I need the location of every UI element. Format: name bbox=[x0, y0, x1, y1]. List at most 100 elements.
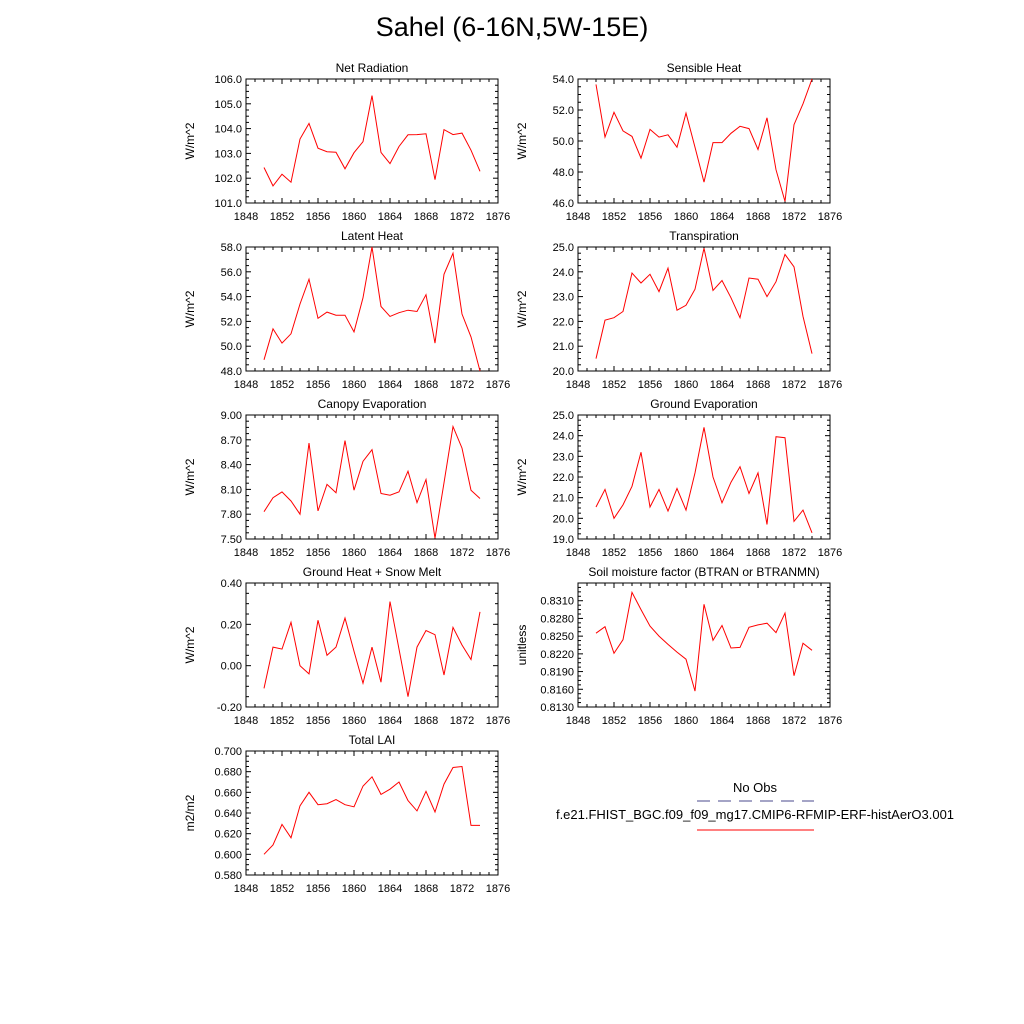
x-tick-label: 1856 bbox=[306, 211, 330, 223]
y-tick-label: 0.8160 bbox=[540, 684, 574, 696]
panel-net-radiation: 1848 1852 1856 1860 1864 1868 1872 1876 101.0 102… bbox=[183, 61, 510, 223]
x-tick-label: 1868 bbox=[414, 883, 438, 895]
panel-title: Sensible Heat bbox=[667, 61, 742, 75]
x-tick-label: 1856 bbox=[638, 211, 662, 223]
y-tick-label: 23.0 bbox=[553, 451, 574, 463]
series-line bbox=[263, 765, 480, 855]
y-tick-label: 0.8280 bbox=[540, 613, 574, 625]
x-tick-label: 1868 bbox=[414, 379, 438, 391]
x-tick-label: 1860 bbox=[674, 547, 698, 559]
y-tick-label: 25.0 bbox=[553, 410, 574, 422]
x-tick-label: 1860 bbox=[342, 547, 366, 559]
x-tick-label: 1860 bbox=[342, 379, 366, 391]
x-tick-label: 1848 bbox=[566, 715, 590, 727]
x-tick-label: 1868 bbox=[746, 379, 770, 391]
x-tick-label: 1876 bbox=[486, 547, 510, 559]
y-tick-label: 22.0 bbox=[553, 316, 574, 328]
x-tick-label: 1852 bbox=[602, 211, 626, 223]
x-tick-label: 1848 bbox=[566, 211, 590, 223]
panel-title: Net Radiation bbox=[336, 61, 409, 75]
y-tick-label: 8.70 bbox=[221, 435, 242, 447]
y-tick-label: 50.0 bbox=[553, 136, 574, 148]
y-tick-label: 0.660 bbox=[214, 787, 242, 799]
y-axis-label: W/m^2 bbox=[515, 122, 529, 159]
y-tick-label: 52.0 bbox=[553, 105, 574, 117]
x-tick-label: 1852 bbox=[602, 547, 626, 559]
y-tick-label: 19.0 bbox=[553, 534, 574, 546]
x-tick-label: 1848 bbox=[234, 211, 258, 223]
x-tick-label: 1856 bbox=[306, 883, 330, 895]
y-tick-label: 102.0 bbox=[214, 173, 242, 185]
x-tick-label: 1848 bbox=[566, 379, 590, 391]
x-tick-label: 1852 bbox=[270, 547, 294, 559]
legend: No Obs f.e21.FHIST_BGC.f09_f09_mg17.CMIP… bbox=[556, 780, 954, 831]
x-tick-label: 1876 bbox=[486, 211, 510, 223]
y-tick-label: 21.0 bbox=[553, 493, 574, 505]
x-tick-label: 1876 bbox=[486, 883, 510, 895]
y-tick-label: 104.0 bbox=[214, 124, 242, 136]
x-tick-label: 1848 bbox=[234, 715, 258, 727]
x-tick-label: 1856 bbox=[306, 715, 330, 727]
x-tick-label: 1852 bbox=[602, 379, 626, 391]
x-tick-label: 1856 bbox=[638, 715, 662, 727]
plot-frame bbox=[245, 246, 499, 372]
y-axis-label: W/m^2 bbox=[183, 458, 197, 495]
y-axis-label: W/m^2 bbox=[515, 290, 529, 327]
y-tick-label: 0.20 bbox=[221, 619, 242, 631]
y-tick-label: 21.0 bbox=[553, 341, 574, 353]
y-tick-label: 22.0 bbox=[553, 472, 574, 484]
y-tick-label: 54.0 bbox=[553, 74, 574, 86]
y-tick-label: 7.80 bbox=[221, 509, 242, 521]
x-tick-label: 1872 bbox=[450, 715, 474, 727]
x-tick-label: 1876 bbox=[818, 715, 842, 727]
panel-title: Ground Evaporation bbox=[650, 397, 757, 411]
x-tick-label: 1864 bbox=[710, 379, 734, 391]
y-tick-label: 20.0 bbox=[553, 513, 574, 525]
panel-canopy-evaporation: 1848 1852 1856 1860 1864 1868 1872 1876 7.50 7.80… bbox=[183, 397, 510, 559]
series-line bbox=[263, 246, 481, 372]
x-tick-label: 1860 bbox=[342, 883, 366, 895]
y-tick-label: 7.50 bbox=[221, 534, 242, 546]
x-tick-label: 1876 bbox=[486, 715, 510, 727]
panel-title: Soil moisture factor (BTRAN or BTRANMN) bbox=[588, 565, 819, 579]
y-tick-label: 0.00 bbox=[221, 661, 242, 673]
x-tick-label: 1868 bbox=[746, 211, 770, 223]
x-tick-label: 1852 bbox=[270, 715, 294, 727]
x-tick-label: 1872 bbox=[782, 379, 806, 391]
plot-frame bbox=[245, 750, 499, 876]
x-tick-label: 1864 bbox=[378, 379, 402, 391]
y-tick-label: 56.0 bbox=[221, 267, 242, 279]
x-tick-label: 1852 bbox=[270, 883, 294, 895]
y-tick-label: 25.0 bbox=[553, 242, 574, 254]
x-tick-label: 1860 bbox=[674, 211, 698, 223]
y-tick-label: 24.0 bbox=[553, 267, 574, 279]
y-tick-label: 50.0 bbox=[221, 341, 242, 353]
x-tick-label: 1860 bbox=[674, 715, 698, 727]
y-tick-label: 0.8220 bbox=[540, 649, 574, 661]
x-tick-label: 1868 bbox=[414, 715, 438, 727]
y-axis-label: W/m^2 bbox=[183, 290, 197, 327]
y-tick-label: 0.8130 bbox=[540, 702, 574, 714]
y-tick-label: 106.0 bbox=[214, 74, 242, 86]
x-tick-label: 1872 bbox=[450, 379, 474, 391]
series-line bbox=[595, 248, 813, 359]
plot-frame bbox=[577, 582, 831, 708]
x-tick-label: 1876 bbox=[818, 211, 842, 223]
legend-model-label: f.e21.FHIST_BGC.f09_f09_mg17.CMIP6-RFMIP… bbox=[556, 807, 954, 822]
series-line bbox=[263, 95, 481, 187]
x-tick-label: 1848 bbox=[234, 379, 258, 391]
y-tick-label: 8.10 bbox=[221, 484, 242, 496]
panel-ground-evaporation: 1848 1852 1856 1860 1864 1868 1872 1876 19.0 20.0… bbox=[515, 397, 842, 559]
y-tick-label: 105.0 bbox=[214, 99, 242, 111]
x-tick-label: 1848 bbox=[234, 883, 258, 895]
panel-transpiration: 1848 1852 1856 1860 1864 1868 1872 1876 20.0 21.0… bbox=[515, 229, 842, 391]
x-tick-label: 1868 bbox=[746, 715, 770, 727]
x-tick-label: 1872 bbox=[450, 883, 474, 895]
series-line bbox=[263, 601, 481, 697]
y-tick-label: 23.0 bbox=[553, 292, 574, 304]
y-tick-label: 20.0 bbox=[553, 366, 574, 378]
y-tick-label: 58.0 bbox=[221, 242, 242, 254]
x-tick-label: 1872 bbox=[782, 715, 806, 727]
x-tick-label: 1856 bbox=[638, 547, 662, 559]
y-tick-label: 0.640 bbox=[214, 808, 242, 820]
